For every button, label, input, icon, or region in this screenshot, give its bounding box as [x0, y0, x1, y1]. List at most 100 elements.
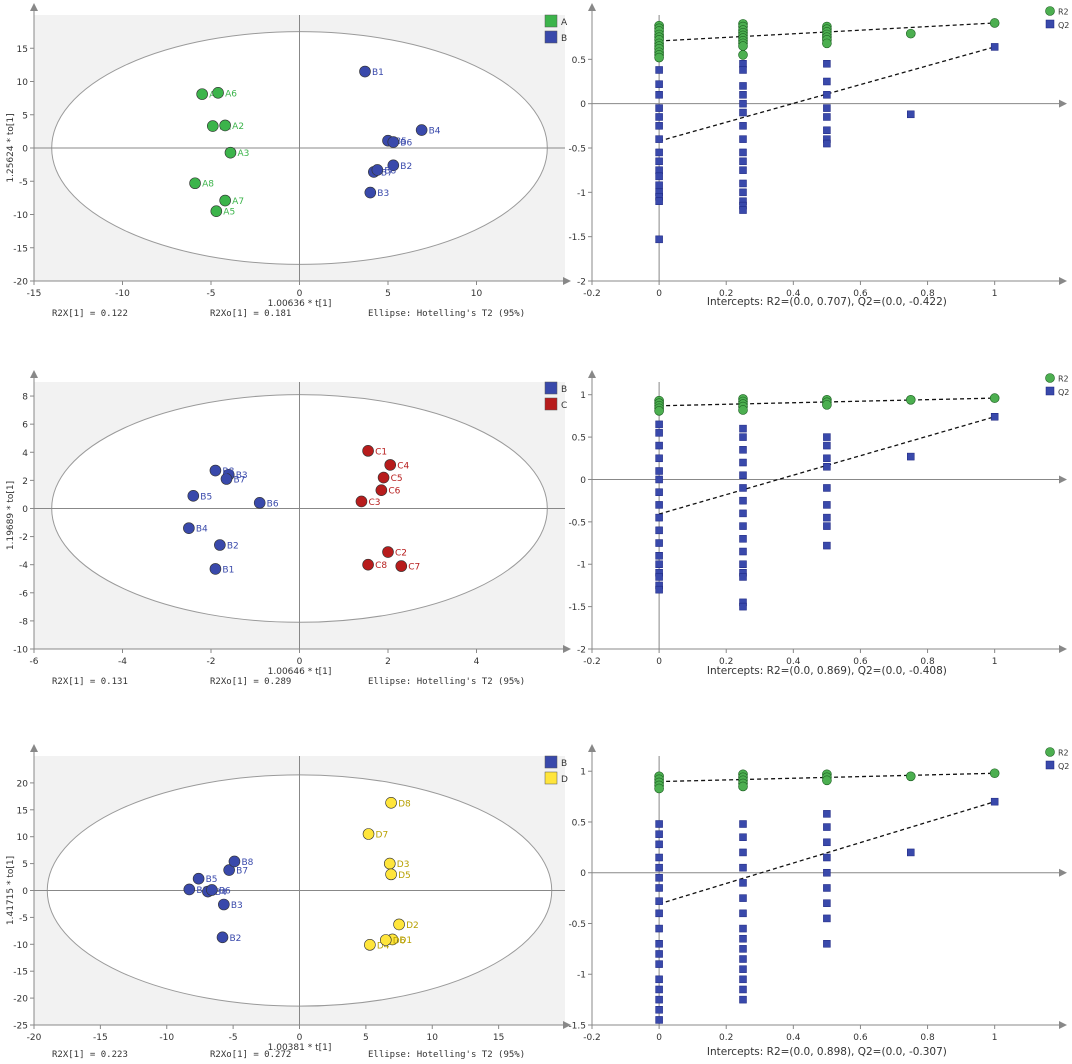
point-label-C4: C4 — [397, 461, 409, 471]
point-label-B5: B5 — [200, 492, 212, 502]
y-tick-label: 5 — [22, 860, 28, 870]
q2-point — [655, 1006, 663, 1014]
q2-point — [823, 914, 831, 923]
q2-point — [655, 585, 663, 594]
q2-point — [655, 181, 663, 189]
point-label-B1: B1 — [222, 565, 234, 575]
q2-regression-line — [658, 416, 995, 515]
intercepts-label: Intercepts: R2=(0.0, 0.707), Q2=(0.0, -0… — [707, 296, 947, 308]
x-tick-label: -20 — [27, 1033, 42, 1043]
point-label-A5: A5 — [223, 208, 235, 218]
y-tick-label: 4 — [22, 449, 28, 459]
legend-swatch-B — [544, 381, 558, 395]
y-tick-label: -10 — [13, 941, 28, 951]
point-label-B3: B3 — [236, 471, 248, 481]
q2-point — [823, 454, 831, 463]
q2-point — [739, 934, 747, 943]
legend-swatch-B — [544, 30, 558, 44]
q2-point — [823, 853, 831, 862]
arrow-right-icon — [563, 645, 571, 653]
q2-point — [655, 172, 663, 181]
stat-r2x: R2X[1] = 0.223 — [52, 1050, 128, 1060]
q2-point — [739, 924, 747, 933]
arrow-up-icon — [588, 744, 596, 752]
legend-label-D: D — [561, 775, 568, 785]
q2-point — [655, 467, 663, 475]
q2-point — [739, 122, 747, 130]
q2-point — [739, 602, 747, 611]
q2-point — [655, 104, 663, 112]
q2-point — [739, 148, 747, 157]
x-tick-label: -15 — [27, 289, 42, 299]
y-tick-label: -6 — [19, 589, 28, 599]
arrow-right-icon — [1059, 1021, 1067, 1029]
x-tick-label: 0.2 — [719, 657, 733, 667]
y-tick-label: 0.5 — [572, 818, 586, 828]
point-label-A6: A6 — [225, 89, 237, 99]
q2-point — [655, 560, 663, 568]
point-A5 — [210, 205, 223, 217]
stat-ellipse: Ellipse: Hotelling's T2 (95%) — [368, 677, 525, 687]
y-tick-label: 10 — [17, 78, 29, 88]
q2-point — [823, 484, 831, 492]
point-label-B7: B7 — [236, 867, 248, 877]
y-axis-label: 1.19689 * to[1] — [6, 481, 16, 550]
q2-point — [739, 509, 747, 518]
stat-r2xo: R2Xo[1] = 0.289 — [210, 677, 291, 687]
q2-regression-line — [658, 801, 995, 905]
x-tick-label: -5 — [229, 1033, 238, 1043]
q2-point — [655, 853, 663, 862]
q2-point — [739, 60, 747, 68]
x-tick-label: 0.8 — [920, 657, 935, 667]
q2-point — [739, 955, 747, 963]
y-axis-label: 1.41715 * to[1] — [6, 856, 16, 925]
arrow-up-icon — [588, 3, 596, 11]
y-tick-label: 8 — [22, 393, 28, 403]
point-C2 — [382, 546, 394, 558]
q2-point — [739, 66, 747, 74]
q2-point — [823, 463, 831, 471]
r2-point — [654, 52, 664, 63]
q2-point — [655, 539, 663, 547]
point-label-B6: B6 — [219, 886, 231, 896]
x-tick-label: 5 — [363, 1033, 369, 1043]
q2-point — [739, 433, 747, 441]
q2-point — [823, 522, 831, 530]
point-label-B2: B2 — [400, 162, 412, 172]
q2-point — [655, 513, 663, 522]
y-tick-label: 0 — [22, 145, 28, 155]
x-tick-label: -6 — [30, 657, 39, 667]
q2-point — [739, 975, 747, 984]
point-label-B4: B4 — [429, 127, 441, 137]
y-tick-label: -1.5 — [568, 603, 586, 613]
point-A6 — [212, 87, 224, 99]
point-B7 — [220, 473, 233, 485]
y-tick-label: 1 — [580, 768, 586, 778]
q2-point — [739, 446, 747, 454]
point-C8 — [362, 558, 374, 571]
x-tick-label: -0.2 — [583, 289, 601, 299]
q2-point — [739, 522, 747, 530]
chart-perm3: -1.5 -1 -0.5 0 0.5 1 -0.2 0 0.2 0.4 0.6 0.8 1 Interce… — [568, 744, 1069, 1058]
point-label-D7: D7 — [376, 831, 389, 841]
arrow-up-icon — [30, 370, 38, 378]
y-tick-label: 0 — [580, 476, 586, 486]
q2-point — [739, 820, 747, 828]
y-tick-label: -0.5 — [568, 920, 586, 930]
q2-point — [823, 899, 831, 907]
x-tick-label: 0 — [656, 657, 662, 667]
point-label-A2: A2 — [232, 122, 244, 132]
point-label-B1: B1 — [372, 68, 384, 78]
q2-point — [655, 950, 663, 958]
q2-point — [655, 135, 663, 143]
arrow-right-icon — [563, 1021, 571, 1029]
y-tick-label: -2 — [19, 533, 28, 543]
r2-point — [989, 393, 1000, 403]
q2-point — [655, 940, 663, 948]
y-tick-label: -1.5 — [568, 233, 586, 243]
q2-point — [655, 526, 663, 535]
point-label-B6: B6 — [267, 499, 279, 509]
